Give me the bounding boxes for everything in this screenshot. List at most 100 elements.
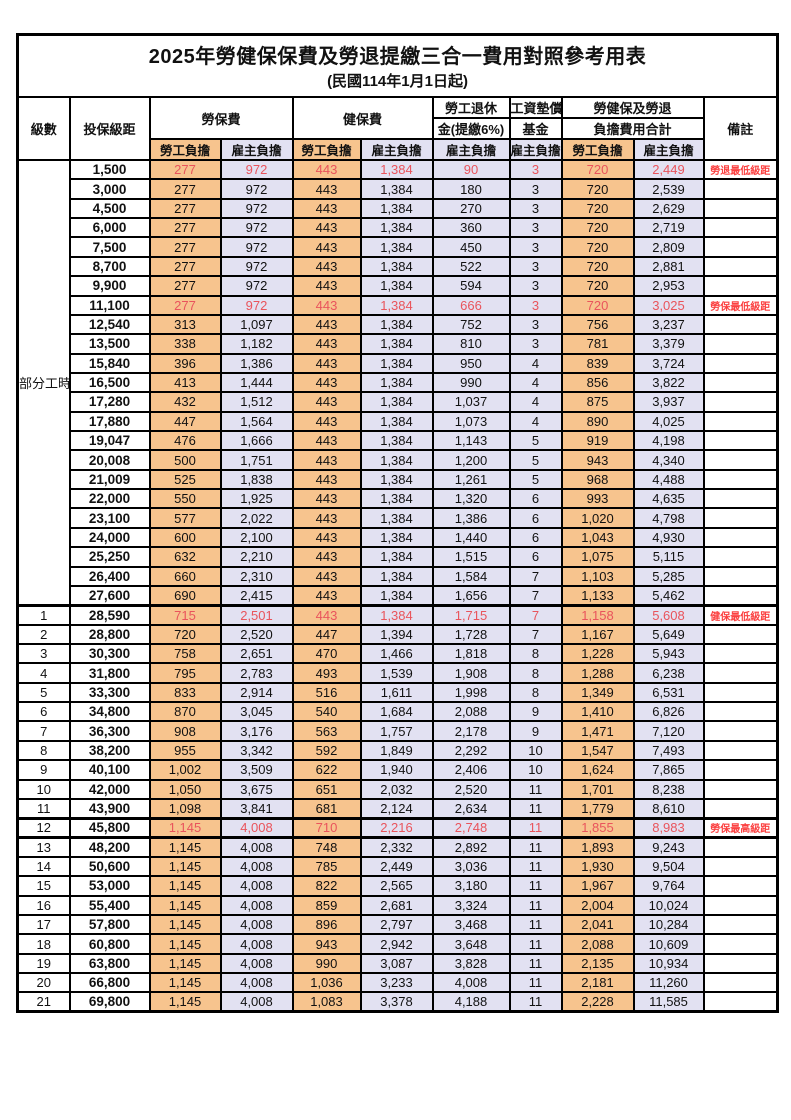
total-employer-cell: 3,724 [632,352,705,374]
labor-employer-cell: 2,914 [219,681,294,704]
total-worker-cell: 720 [560,255,635,278]
remark-cell [702,623,779,646]
subheader-health-employer: 雇主負擔 [359,138,434,161]
remark-cell: 勞保最低級距 [702,294,779,316]
total-employer-cell: 2,629 [632,197,705,220]
wage-fund-employer-cell: 5 [508,430,563,452]
labor-worker-cell: 1,145 [148,972,222,994]
health-worker-cell: 443 [291,410,362,433]
table-row: 24,000 600 2,100 443 1,384 1,440 6 1,043 4,930 [18,526,779,549]
table-row: 4,500 277 972 443 1,384 270 3 720 2,629 [18,197,779,220]
table-row: 12 45,800 1,145 4,008 710 2,216 2,748 11 1,855 8,… [16,816,779,839]
remark-cell [702,468,779,491]
table-row: 3 30,300 758 2,651 470 1,466 1,818 8 1,228 5,943 [16,642,779,665]
total-worker-cell: 2,135 [560,952,635,975]
remark-cell: 勞保最高級距 [702,816,779,839]
total-employer-cell: 2,953 [632,275,705,297]
header-labor-insurance: 勞保費 [148,96,294,140]
pension-employer-cell: 3,828 [431,952,511,975]
labor-worker-cell: 720 [148,623,222,646]
health-employer-cell: 1,384 [359,507,434,529]
labor-employer-cell: 2,210 [219,546,294,568]
labor-worker-cell: 432 [148,391,222,413]
pension-employer-cell: 90 [431,158,511,181]
total-worker-cell: 2,088 [560,933,635,955]
total-worker-cell: 1,349 [560,681,635,704]
labor-employer-cell: 972 [219,197,294,220]
health-worker-cell: 443 [291,546,362,568]
title-cell: 2025年勞健保保費及勞退提繳三合一費用對照參考用表 (民國114年1月1日起) [16,33,779,98]
level-cell: 1 [16,603,71,626]
health-employer-cell: 2,124 [359,797,434,820]
health-employer-cell: 2,449 [359,855,434,878]
subheader-pension-employer: 雇主負擔 [431,138,511,161]
remark-cell [702,507,779,529]
total-worker-cell: 1,075 [560,546,635,568]
header-pension-line2: 金(提繳6%) [431,117,511,140]
wage-fund-employer-cell: 4 [508,410,563,433]
total-employer-cell: 9,764 [632,875,705,897]
wage-fund-employer-cell: 3 [508,217,563,239]
labor-employer-cell: 4,008 [219,836,294,858]
table-row: 17 57,800 1,145 4,008 896 2,797 3,468 11 2,041 10… [16,913,779,936]
level-cell: 11 [16,797,71,820]
pension-employer-cell: 1,037 [431,391,511,413]
pension-employer-cell: 3,468 [431,913,511,936]
total-worker-cell: 919 [560,430,635,452]
health-employer-cell: 1,394 [359,623,434,646]
health-employer-cell: 2,332 [359,836,434,858]
total-employer-cell: 2,539 [632,178,705,200]
health-worker-cell: 681 [291,797,362,820]
pension-employer-cell: 990 [431,371,511,394]
labor-employer-cell: 2,783 [219,662,294,684]
wage-fund-employer-cell: 5 [508,449,563,471]
health-employer-cell: 1,384 [359,371,434,394]
total-employer-cell: 9,504 [632,855,705,878]
total-worker-cell: 1,410 [560,701,635,723]
table-row: 23,100 577 2,022 443 1,384 1,386 6 1,020 4,798 [18,507,779,529]
total-worker-cell: 875 [560,391,635,413]
wage-fund-employer-cell: 3 [508,236,563,258]
remark-cell [702,642,779,665]
salary-bracket-cell: 63,800 [68,952,151,975]
salary-bracket-cell: 3,000 [68,178,151,200]
total-employer-cell: 7,120 [632,720,705,742]
health-worker-cell: 447 [291,623,362,646]
total-employer-cell: 8,983 [632,816,705,839]
remark-cell [702,371,779,394]
salary-bracket-cell: 24,000 [68,526,151,549]
table-row: 14 50,600 1,145 4,008 785 2,449 3,036 11 1,930 9,… [16,855,779,878]
total-employer-cell: 9,243 [632,836,705,858]
health-employer-cell: 2,032 [359,778,434,800]
wage-fund-employer-cell: 3 [508,158,563,181]
remark-cell [702,410,779,433]
total-worker-cell: 1,158 [560,603,635,626]
remark-cell [702,217,779,239]
labor-employer-cell: 2,501 [219,603,294,626]
table-row: 7,500 277 972 443 1,384 450 3 720 2,809 [18,236,779,258]
total-employer-cell: 5,285 [632,565,705,587]
health-worker-cell: 443 [291,584,362,607]
table-row: 8,700 277 972 443 1,384 522 3 720 2,881 [18,255,779,278]
wage-fund-employer-cell: 11 [508,836,563,858]
health-employer-cell: 1,384 [359,526,434,549]
pension-employer-cell: 1,440 [431,526,511,549]
health-worker-cell: 443 [291,294,362,316]
health-employer-cell: 1,849 [359,739,434,762]
total-worker-cell: 781 [560,333,635,355]
wage-fund-employer-cell: 7 [508,584,563,607]
health-worker-cell: 651 [291,778,362,800]
labor-worker-cell: 1,145 [148,913,222,936]
health-worker-cell: 443 [291,313,362,336]
labor-employer-cell: 972 [219,236,294,258]
table-row: 26,400 660 2,310 443 1,384 1,584 7 1,103 5,285 [18,565,779,587]
total-employer-cell: 5,115 [632,546,705,568]
total-employer-cell: 10,024 [632,894,705,917]
labor-worker-cell: 1,145 [148,933,222,955]
subheader-total-employer: 雇主負擔 [632,138,705,161]
labor-employer-cell: 1,564 [219,410,294,433]
remark-cell: 健保最低級距 [702,603,779,626]
health-employer-cell: 1,384 [359,449,434,471]
total-employer-cell: 4,340 [632,449,705,471]
health-employer-cell: 2,797 [359,913,434,936]
